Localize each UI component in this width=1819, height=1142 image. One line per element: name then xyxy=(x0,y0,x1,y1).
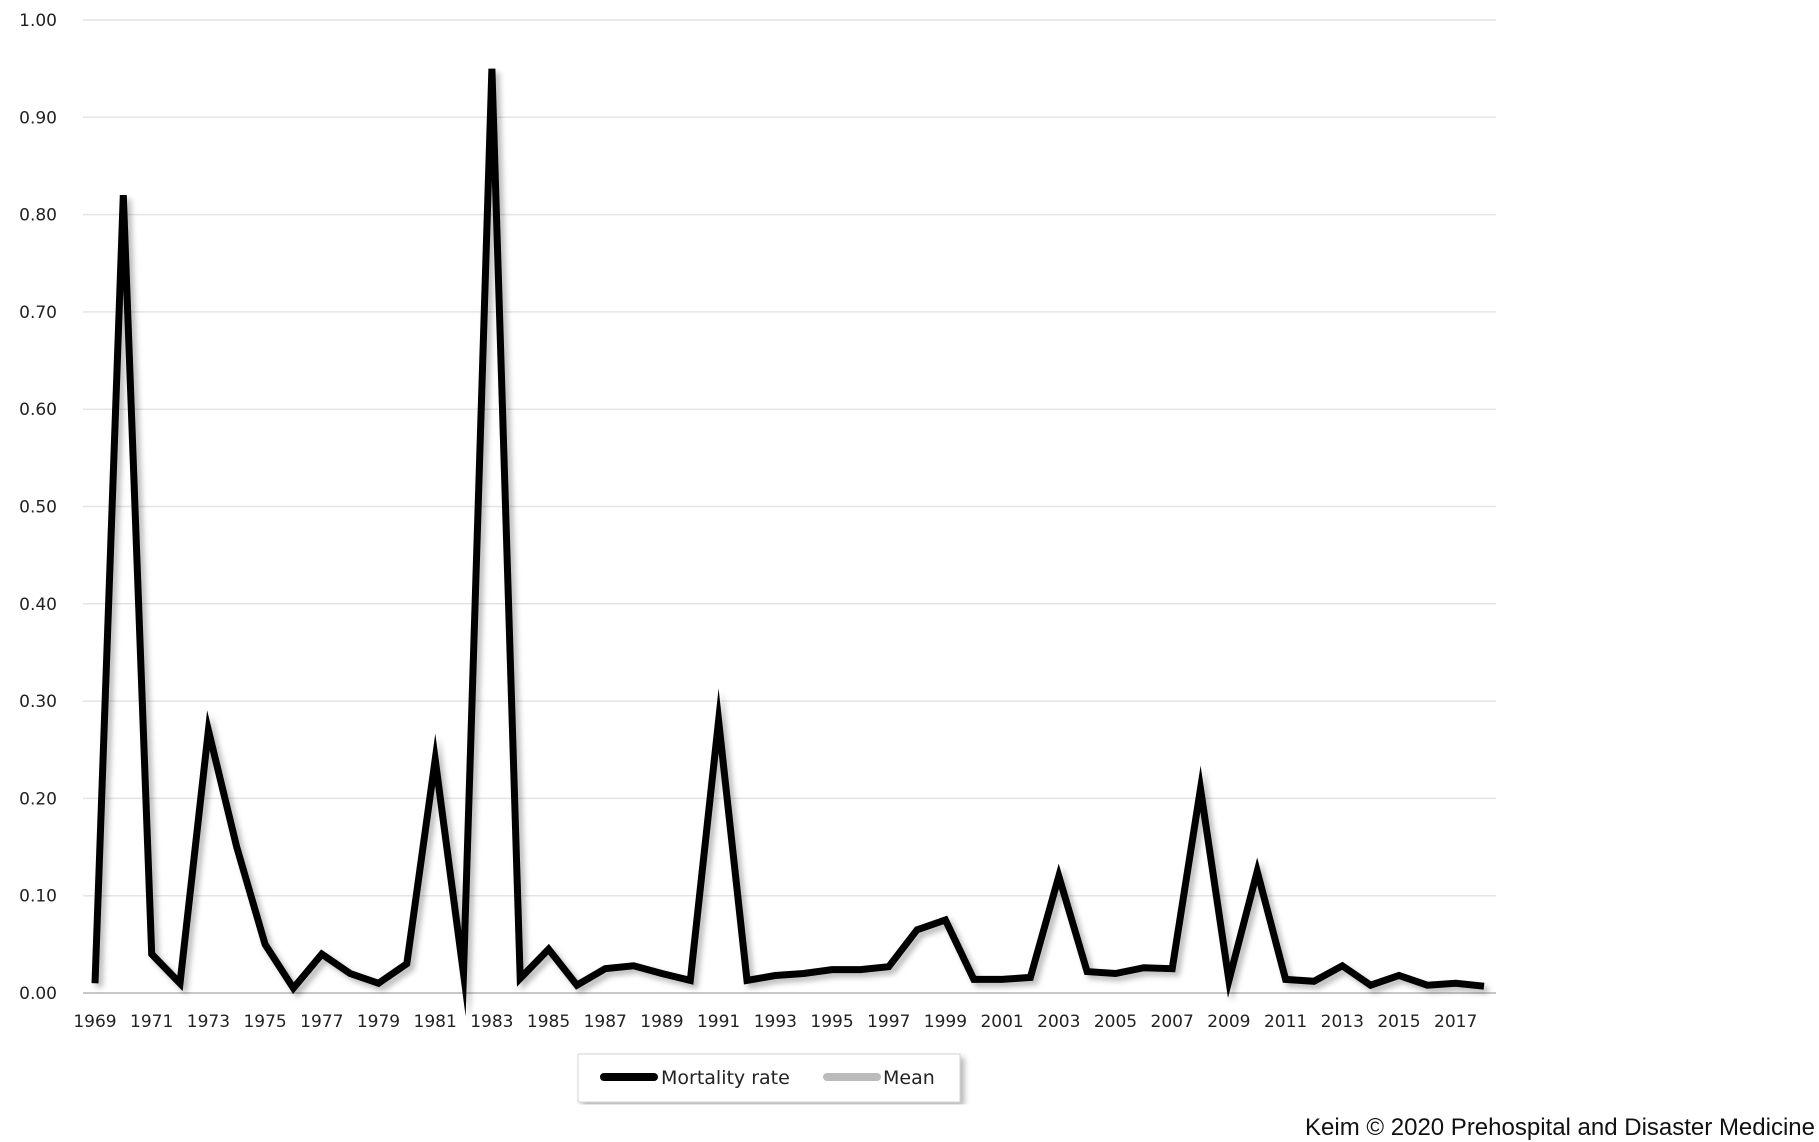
x-tick-label: 2015 xyxy=(1377,1012,1420,1032)
x-tick-label: 2011 xyxy=(1264,1012,1307,1032)
legend-label-mean: Mean xyxy=(883,1067,935,1089)
gridlines xyxy=(83,19,1496,994)
y-tick-label: 0.20 xyxy=(19,789,57,809)
x-tick-label: 1975 xyxy=(243,1012,286,1032)
series-layer xyxy=(91,68,1485,1017)
x-tick-label: 1977 xyxy=(300,1012,343,1032)
y-tick-label: 0.80 xyxy=(19,206,57,226)
x-tick-label: 1985 xyxy=(527,1012,570,1032)
x-tick-label: 2003 xyxy=(1037,1012,1080,1032)
x-axis: 1969 1971 1973 1975 1977 1979 1981 1983 1985 1987… xyxy=(73,1012,1477,1032)
x-tick-label: 1979 xyxy=(357,1012,400,1032)
copyright-credit: Keim © 2020 Prehospital and Disaster Med… xyxy=(1305,1114,1815,1141)
x-tick-label: 2017 xyxy=(1434,1012,1477,1032)
y-axis: 0.00 0.10 0.20 0.30 0.40 0.50 0.60 0.70 0.80 0.90… xyxy=(19,11,57,1004)
y-tick-label: 1.00 xyxy=(19,11,57,31)
x-tick-label: 2005 xyxy=(1094,1012,1137,1032)
x-tick-label: 1981 xyxy=(414,1012,457,1032)
y-tick-label: 0.90 xyxy=(19,108,57,128)
legend: Mortality rate Mean xyxy=(577,1053,961,1103)
x-tick-label: 1973 xyxy=(187,1012,230,1032)
y-tick-label: 0.40 xyxy=(19,595,57,615)
y-tick-label: 0.30 xyxy=(19,692,57,712)
x-tick-label: 1995 xyxy=(810,1012,853,1032)
x-tick-label: 2001 xyxy=(980,1012,1023,1032)
y-tick-label: 0.60 xyxy=(19,400,57,420)
y-tick-label: 0.70 xyxy=(19,303,57,323)
y-tick-label: 0.10 xyxy=(19,887,57,907)
x-tick-label: 1983 xyxy=(470,1012,513,1032)
y-tick-label: 0.50 xyxy=(19,498,57,518)
x-tick-label: 1971 xyxy=(130,1012,173,1032)
x-tick-label: 1989 xyxy=(640,1012,683,1032)
x-tick-label: 1969 xyxy=(73,1012,116,1032)
x-tick-label: 1993 xyxy=(754,1012,797,1032)
series-line-mortality-rate xyxy=(91,68,1485,1017)
x-tick-label: 2013 xyxy=(1321,1012,1364,1032)
x-tick-label: 2009 xyxy=(1207,1012,1250,1032)
x-tick-label: 1997 xyxy=(867,1012,910,1032)
x-tick-label: 2007 xyxy=(1151,1012,1194,1032)
x-tick-label: 1991 xyxy=(697,1012,740,1032)
x-tick-label: 1999 xyxy=(924,1012,967,1032)
y-tick-label: 0.00 xyxy=(19,984,57,1004)
legend-label-mortality-rate: Mortality rate xyxy=(661,1067,790,1089)
x-tick-label: 1987 xyxy=(584,1012,627,1032)
